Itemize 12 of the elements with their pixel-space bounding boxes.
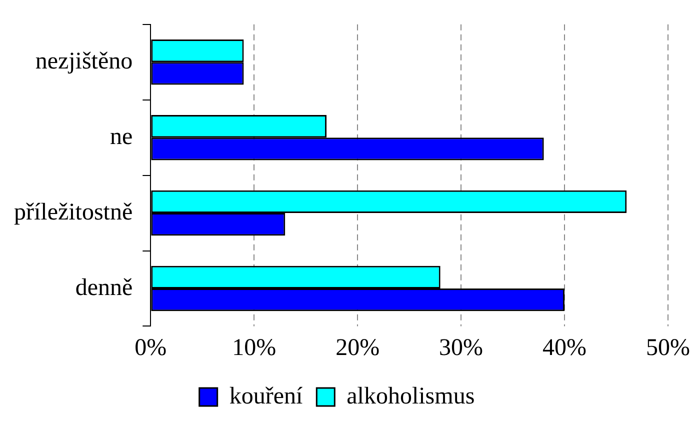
x-tick-label: 40% [542, 334, 587, 361]
y-tick-label: ne [110, 124, 133, 150]
x-tick-label: 10% [232, 334, 276, 361]
x-tick-label: 0% [134, 334, 167, 361]
x-tick-label: 20% [336, 334, 380, 361]
y-tick-label: nezjištěno [35, 48, 133, 74]
legend-label: kouření [229, 383, 303, 410]
legend-label: alkoholismus [346, 383, 475, 410]
x-tick-label: 50% [646, 334, 690, 361]
y-tick-label: denně [75, 274, 133, 301]
x-tick-label: 30% [439, 334, 484, 361]
y-tick-label: příležitostně [14, 199, 133, 226]
